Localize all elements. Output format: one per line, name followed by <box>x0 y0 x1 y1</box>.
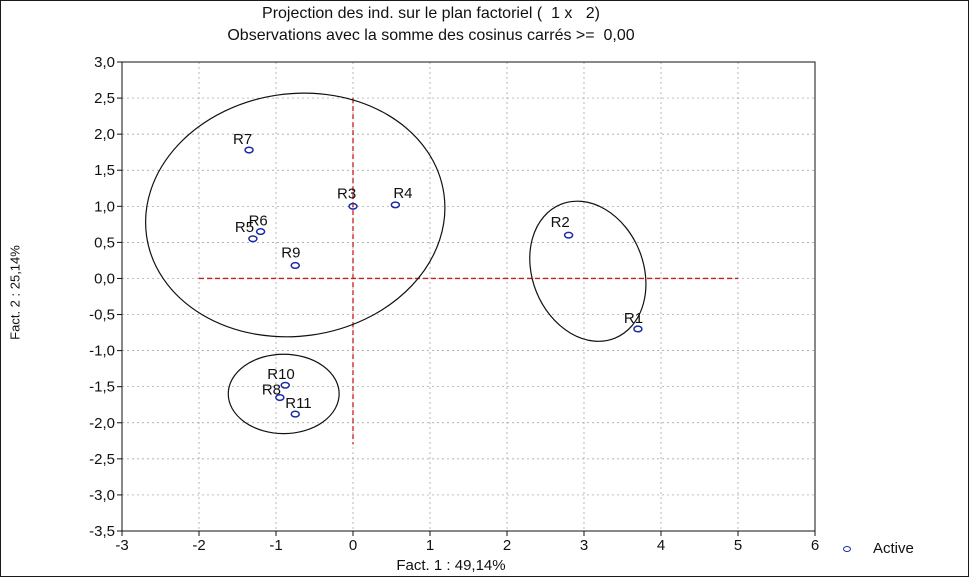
point-label-r3: R3 <box>337 185 356 202</box>
x-tick-label: -2 <box>192 537 205 554</box>
data-point-r11 <box>290 410 300 418</box>
plot-area <box>121 61 816 532</box>
point-label-r7: R7 <box>233 131 252 148</box>
y-tick-label: 2,0 <box>94 126 115 143</box>
reference-lines <box>199 98 738 445</box>
cluster-ellipses <box>145 92 647 435</box>
y-tick-label: -2,5 <box>89 451 115 468</box>
chart-subtitle: Observations avec la somme des cosinus c… <box>227 27 635 44</box>
point-label-r8: R8 <box>262 382 281 399</box>
x-tick-label: 6 <box>811 537 819 554</box>
grid-lines <box>122 62 815 531</box>
data-point-r1 <box>633 325 643 333</box>
y-tick-label: 0,5 <box>94 234 115 251</box>
y-tick-label: 1,0 <box>94 198 115 215</box>
x-tick-label: -1 <box>269 537 282 554</box>
x-tick-label: 4 <box>657 537 665 554</box>
x-tick-label: -3 <box>115 537 128 554</box>
legend-label-active: Active <box>873 540 914 557</box>
data-point-r5 <box>248 235 258 243</box>
y-tick-label: 3,0 <box>94 54 115 71</box>
point-label-r2: R2 <box>551 214 570 231</box>
x-tick-label: 3 <box>580 537 588 554</box>
y-tick-label: 0,0 <box>94 270 115 287</box>
cluster-ellipse-bottom <box>227 353 340 435</box>
y-tick-label: -0,5 <box>89 307 115 324</box>
x-tick-label: 2 <box>503 537 511 554</box>
data-point-r2 <box>563 231 574 239</box>
point-label-r1: R1 <box>624 310 643 327</box>
point-label-r5: R5 <box>235 219 254 236</box>
point-label-r4: R4 <box>393 185 412 202</box>
x-axis-label: Fact. 1 : 49,14% <box>396 557 506 574</box>
y-tick-label: -1,5 <box>89 379 115 396</box>
axis-ticks: -3 -2 -1 0 1 2 3 4 5 6 3,0 2,5 2,0 1,5 1,0 0,5 0,0 -0,5 -1… <box>89 54 819 554</box>
data-point-r10 <box>280 381 290 389</box>
data-point-r7 <box>244 146 254 154</box>
x-tick-label: 1 <box>426 537 434 554</box>
data-point-r3 <box>348 202 358 210</box>
cluster-ellipse-left <box>145 92 446 338</box>
data-point-r9 <box>290 261 300 270</box>
x-tick-label: 0 <box>349 537 357 554</box>
data-point-r6 <box>255 228 266 236</box>
y-tick-label: -3,5 <box>89 523 115 540</box>
point-label-r6: R6 <box>249 213 268 230</box>
y-tick-label: -3,0 <box>89 487 115 504</box>
x-tick-label: 5 <box>734 537 742 554</box>
y-tick-label: 1,5 <box>94 162 115 179</box>
point-label-r11: R11 <box>285 395 311 412</box>
data-point-r4 <box>390 201 401 209</box>
y-tick-label: -1,0 <box>89 343 115 360</box>
point-label-r10: R10 <box>267 366 295 383</box>
y-tick-label: -2,0 <box>89 415 115 432</box>
cluster-ellipse-right <box>529 200 647 342</box>
point-label-r9: R9 <box>281 244 300 261</box>
y-tick-label: 2,5 <box>94 90 115 107</box>
legend-marker-icon <box>843 546 851 553</box>
chart-title: Projection des ind. sur le plan factorie… <box>262 5 600 22</box>
data-point-r8 <box>275 393 285 402</box>
legend: Active <box>843 540 914 557</box>
y-axis-label: Fact. 2 : 25,14% <box>7 245 23 340</box>
